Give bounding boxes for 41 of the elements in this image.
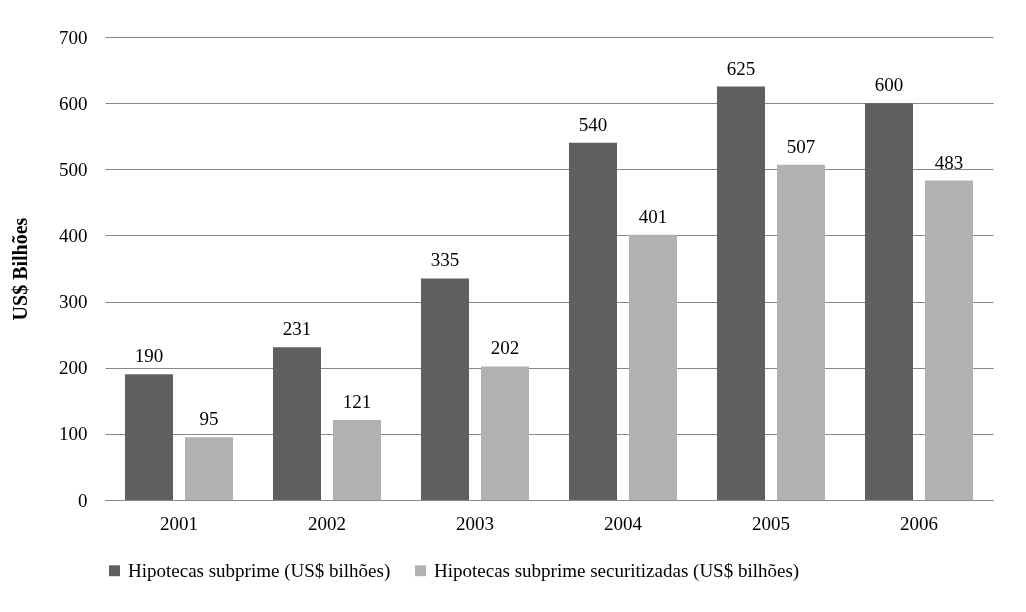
bar xyxy=(185,437,234,500)
y-tick-label: 100 xyxy=(59,423,88,445)
x-tick-label: 2005 xyxy=(752,512,790,534)
data-label: 202 xyxy=(490,337,520,359)
data-label: 625 xyxy=(726,57,756,79)
bar xyxy=(864,103,913,500)
bar xyxy=(124,374,173,500)
data-label: 95 xyxy=(199,408,219,430)
legend-label: Hipotecas subprime securitizadas (US$ bilhões) xyxy=(434,559,800,582)
bar xyxy=(333,419,382,500)
legend-label: Hipotecas subprime (US$ bilhões) xyxy=(128,559,391,582)
y-tick-label: 300 xyxy=(59,291,88,313)
y-tick-label: 700 xyxy=(59,26,88,48)
bar xyxy=(629,234,678,500)
data-label: 540 xyxy=(578,113,608,135)
x-tick-label: 2001 xyxy=(160,512,198,534)
bar xyxy=(272,347,321,500)
data-label: 335 xyxy=(430,249,460,271)
y-axis-title: US$ Bilhões xyxy=(9,217,31,321)
x-tick-label: 2006 xyxy=(900,512,938,534)
data-label: 507 xyxy=(786,135,816,157)
bar xyxy=(481,366,530,500)
bar xyxy=(568,142,617,500)
data-label: 231 xyxy=(282,318,312,340)
y-tick-label: 400 xyxy=(59,224,88,246)
x-tick-label: 2004 xyxy=(604,512,643,534)
data-label: 121 xyxy=(342,390,372,412)
x-tick-label: 2002 xyxy=(308,512,346,534)
data-label: 600 xyxy=(874,74,904,96)
bar xyxy=(420,278,469,500)
y-tick-label: 0 xyxy=(78,489,88,511)
bar xyxy=(777,164,826,500)
data-label: 190 xyxy=(134,345,164,367)
bar xyxy=(716,86,765,500)
y-tick-label: 500 xyxy=(59,158,88,180)
bar xyxy=(925,180,974,500)
y-tick-label: 600 xyxy=(59,92,88,114)
data-label: 483 xyxy=(934,151,964,173)
y-tick-label: 200 xyxy=(59,357,88,379)
data-label: 401 xyxy=(638,205,668,227)
x-tick-label: 2003 xyxy=(456,512,494,534)
